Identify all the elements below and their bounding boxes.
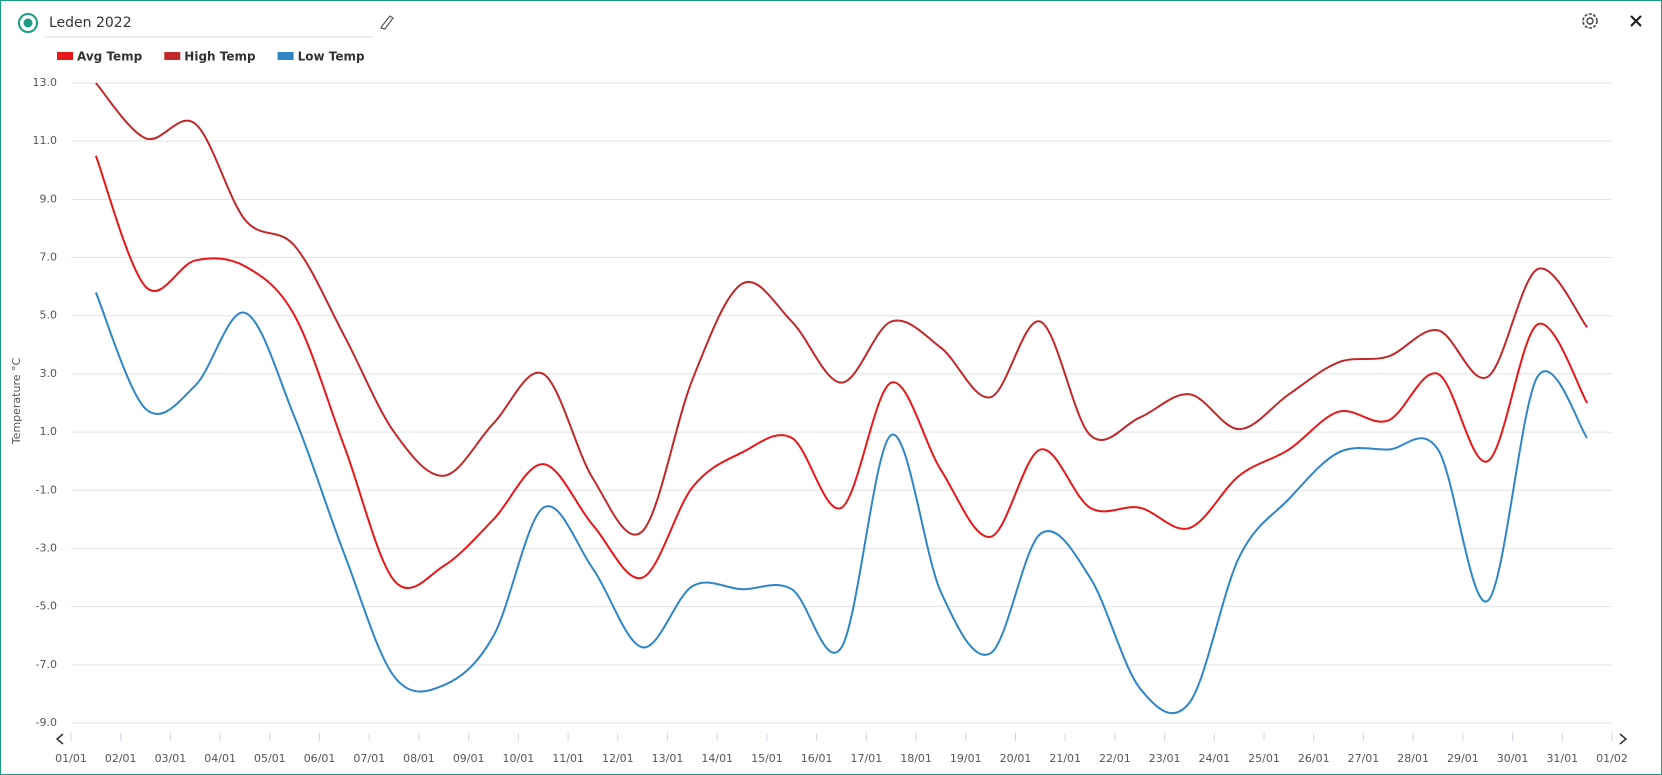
y-tick-label: 1.0 <box>40 425 58 438</box>
y-tick-label: 11.0 <box>33 134 58 147</box>
x-tick-label: 29/01 <box>1447 752 1479 765</box>
x-tick-label: 18/01 <box>900 752 932 765</box>
legend-swatch <box>57 52 73 60</box>
x-tick-label: 12/01 <box>602 752 634 765</box>
edit-icon[interactable] <box>380 15 394 30</box>
y-tick-label: 7.0 <box>40 251 58 264</box>
x-tick-label: 17/01 <box>851 752 883 765</box>
x-tick-label: 10/01 <box>503 752 535 765</box>
x-tick-label: 24/01 <box>1198 752 1230 765</box>
x-tick-label: 06/01 <box>304 752 336 765</box>
x-tick-label: 04/01 <box>204 752 236 765</box>
y-tick-label: -7.0 <box>36 658 57 671</box>
x-tick-label: 31/01 <box>1546 752 1578 765</box>
chart-title: Leden 2022 <box>49 15 132 31</box>
x-tick-label: 14/01 <box>701 752 733 765</box>
x-tick-label: 07/01 <box>353 752 385 765</box>
legend-swatch <box>277 52 294 60</box>
x-tick-label: 28/01 <box>1397 752 1429 765</box>
x-tick-label: 11/01 <box>552 752 584 765</box>
x-tick-label: 22/01 <box>1099 752 1131 765</box>
x-tick-label: 05/01 <box>254 752 286 765</box>
series-line <box>95 82 1588 536</box>
y-tick-label: -9.0 <box>36 716 57 729</box>
y-axis-title: Temperature °C <box>10 358 23 446</box>
y-tick-label: -3.0 <box>36 541 57 554</box>
x-tick-label: 16/01 <box>801 752 833 765</box>
x-tick-label: 02/01 <box>105 752 137 765</box>
x-tick-label: 09/01 <box>453 752 485 765</box>
scroll-right[interactable] <box>1619 733 1628 745</box>
x-tick-label: 01/02 <box>1596 752 1628 765</box>
y-tick-label: 9.0 <box>40 192 58 205</box>
y-tick-label: 13.0 <box>33 76 58 89</box>
x-tick-label: 21/01 <box>1049 752 1081 765</box>
status-icon[interactable] <box>18 13 38 33</box>
legend-swatch <box>164 52 181 60</box>
scroll-left[interactable] <box>55 733 64 745</box>
x-tick-label: 03/01 <box>155 752 187 765</box>
close-icon[interactable] <box>1630 15 1642 27</box>
series-line <box>94 292 1588 715</box>
settings-icon[interactable] <box>1582 13 1598 29</box>
x-tick-label: 01/01 <box>55 752 87 765</box>
y-tick-label: 5.0 <box>40 309 58 322</box>
x-tick-label: 26/01 <box>1298 752 1330 765</box>
y-tick-label: 3.0 <box>40 367 58 380</box>
x-tick-label: 25/01 <box>1248 752 1280 765</box>
x-tick-label: 15/01 <box>751 752 783 765</box>
x-tick-label: 27/01 <box>1348 752 1380 765</box>
x-tick-label: 08/01 <box>403 752 435 765</box>
x-tick-label: 13/01 <box>652 752 684 765</box>
legend-label: Low Temp <box>298 50 365 64</box>
x-tick-label: 20/01 <box>1000 752 1032 765</box>
x-tick-label: 30/01 <box>1497 752 1529 765</box>
y-tick-label: -5.0 <box>36 600 57 613</box>
x-tick-label: 23/01 <box>1149 752 1181 765</box>
legend-label: High Temp <box>184 50 256 64</box>
status-dot <box>23 18 33 28</box>
y-tick-label: -1.0 <box>36 483 57 496</box>
series-line <box>94 155 1589 589</box>
legend-label: Avg Temp <box>77 50 143 64</box>
x-tick-label: 19/01 <box>950 752 982 765</box>
